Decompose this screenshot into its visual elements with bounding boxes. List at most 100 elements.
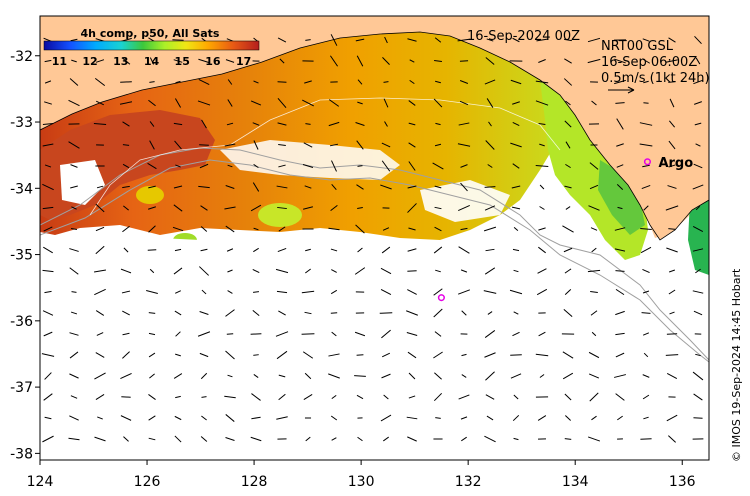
current-vector [43, 226, 53, 232]
current-vector [407, 351, 417, 359]
current-vector [409, 59, 415, 63]
current-vector [122, 310, 130, 316]
current-vector [199, 266, 209, 276]
current-vector [96, 185, 104, 189]
current-vector [512, 248, 520, 252]
current-vector [148, 394, 156, 400]
current-vector [382, 227, 390, 231]
current-vector [563, 247, 573, 253]
current-vector [43, 331, 53, 337]
marker-circle [643, 158, 652, 166]
current-vector [614, 227, 626, 231]
current-vector [331, 331, 337, 337]
colorbar-tick-label: 13 [113, 55, 128, 68]
current-vector [485, 248, 495, 252]
current-vector [434, 37, 442, 43]
y-tick-label: -32 [10, 49, 33, 65]
current-vector [147, 162, 157, 170]
current-vector [122, 351, 130, 359]
current-vector [174, 140, 182, 150]
current-vector [42, 435, 54, 443]
current-vector [302, 351, 314, 359]
isobath-2 [40, 159, 709, 363]
current-vector [695, 205, 701, 211]
current-vector [562, 372, 574, 380]
y-tick-label: -34 [10, 181, 33, 197]
current-vector [667, 185, 677, 189]
current-vector [278, 310, 286, 316]
current-vector [276, 185, 288, 189]
colorbar-tick-label: 14 [144, 55, 160, 68]
current-vector [224, 395, 236, 399]
colorbar-tick-label: 11 [52, 55, 67, 68]
current-vector [484, 330, 496, 338]
current-vector [68, 437, 80, 441]
current-vector [458, 394, 470, 400]
current-vector [668, 140, 676, 150]
current-vector [590, 227, 598, 231]
current-vector [640, 227, 652, 231]
current-vector [539, 206, 545, 210]
marker-circle [437, 294, 445, 302]
current-vector [44, 416, 52, 420]
current-vector [587, 436, 601, 442]
current-vector [174, 415, 182, 421]
current-vector [69, 373, 79, 379]
current-vector [277, 98, 287, 108]
current-vector [563, 308, 573, 318]
current-vector [199, 311, 209, 315]
current-vector [69, 415, 79, 421]
current-vector [148, 352, 156, 358]
current-vector [121, 396, 131, 398]
current-vector [460, 164, 468, 168]
current-vector [148, 312, 156, 314]
current-vector [564, 58, 572, 64]
current-vector [356, 140, 364, 150]
current-vector [174, 248, 182, 252]
scale-arrow [608, 86, 635, 94]
current-vector [276, 290, 288, 294]
current-vector [250, 100, 262, 106]
current-vector [303, 394, 313, 400]
current-vector [668, 435, 676, 443]
current-vector [149, 57, 155, 65]
current-vector [198, 78, 210, 86]
current-vector [535, 100, 549, 106]
current-vector [68, 141, 80, 149]
current-vector [458, 246, 470, 254]
current-vector [119, 101, 133, 105]
current-vector [174, 98, 182, 108]
current-vector [695, 353, 701, 357]
colorbar-tick-label: 12 [82, 55, 97, 68]
current-vector [617, 415, 623, 421]
current-vector [565, 141, 571, 149]
current-vector [149, 140, 155, 150]
current-vector [120, 268, 132, 274]
current-vector [328, 227, 340, 231]
current-vector [148, 415, 156, 421]
current-vector [253, 374, 259, 378]
current-vector [564, 288, 572, 296]
current-vector [512, 37, 520, 43]
current-vector [692, 184, 704, 190]
current-vector [513, 226, 519, 232]
current-vector [96, 332, 104, 336]
current-vector [69, 351, 79, 359]
y-tick-label: -36 [10, 314, 33, 330]
current-vector [122, 144, 130, 146]
current-vector [692, 225, 704, 233]
current-vector [564, 185, 572, 189]
current-vector [175, 80, 181, 84]
current-vector [668, 164, 676, 168]
isobath-1 [40, 147, 709, 361]
current-vector [589, 392, 599, 402]
current-vector [484, 186, 496, 188]
current-vector [408, 100, 416, 106]
current-vector [175, 353, 181, 357]
current-vector [43, 393, 53, 401]
current-vector [330, 55, 338, 67]
current-vector [587, 37, 601, 43]
current-vector [641, 184, 651, 190]
current-vector [668, 37, 676, 43]
current-vector [173, 59, 183, 63]
